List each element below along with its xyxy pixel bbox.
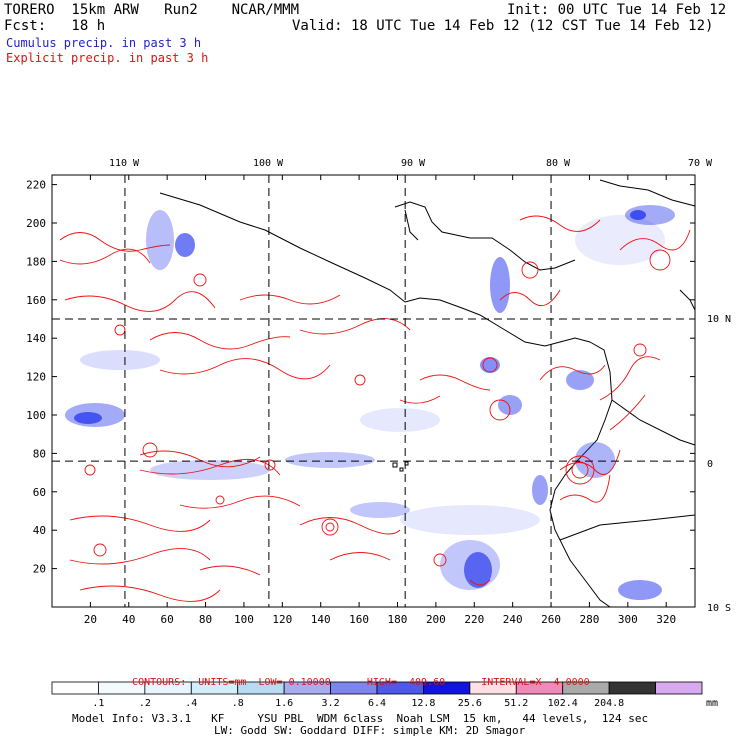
legend-swatch: [655, 681, 703, 695]
x-tick-label: 120: [272, 613, 292, 626]
legend-swatch: [51, 681, 99, 695]
contour-interval: INTERVAL=X 4.0000: [481, 677, 590, 688]
model-info-line1: Model Info: V3.3.1 KF YSU PBL WDM 6class…: [72, 712, 649, 725]
x-tick-label: 60: [161, 613, 174, 626]
y-tick-label: 200: [26, 217, 46, 230]
legend-level-label: 3.2: [322, 698, 340, 709]
y-tick-label: 220: [26, 179, 46, 192]
x-tick-label: 280: [579, 613, 599, 626]
contour-label: CONTOURS:: [132, 677, 187, 688]
legend-level-label: .4: [185, 698, 197, 709]
x-tick-label: 240: [503, 613, 523, 626]
lat-label-10s: 10 S: [707, 603, 731, 614]
lon-label-100w: 100 W: [253, 158, 284, 169]
contour-low: LOW= 0.10000: [258, 677, 331, 688]
x-tick-label: 80: [199, 613, 212, 626]
legend-level-label: .1: [92, 698, 104, 709]
legend-level-label: 6.4: [368, 698, 386, 709]
x-tick-label: 300: [618, 613, 638, 626]
model-info-line2: LW: Godd SW: Goddard DIFF: simple KM: 2D…: [214, 724, 526, 737]
x-tick-label: 100: [234, 613, 254, 626]
contour-info: CONTOURS: UNITS=mm LOW= 0.10000 HIGH= 40…: [120, 666, 590, 688]
valid-time: Valid: 18 UTC Tue 14 Feb 12 (12 CST Tue …: [292, 18, 714, 34]
y-tick-label: 120: [26, 371, 46, 384]
legend-level-label: 102.4: [548, 698, 578, 709]
y-tick-label: 40: [33, 524, 46, 537]
model-title: TORERO 15km ARW Run2 NCAR/MMM: [4, 2, 300, 18]
explicit-precip-contours: [59, 215, 691, 602]
legend-level-label: .2: [139, 698, 151, 709]
lat-label-0: 0: [707, 459, 713, 470]
explicit-precip-cells: [84, 249, 671, 567]
lon-label-70w: 70 W: [688, 158, 713, 169]
y-tick-label: 180: [26, 255, 46, 268]
cumulus-label: Cumulus precip. in past 3 h: [6, 36, 202, 50]
y-tick-label: 20: [33, 563, 46, 576]
lat-lon-gridlines: [52, 175, 695, 607]
legend-level-label: 51.2: [504, 698, 528, 709]
y-tick-label: 60: [33, 486, 46, 499]
legend-level-label: 204.8: [594, 698, 624, 709]
lon-label-80w: 80 W: [546, 158, 571, 169]
x-tick-label: 180: [388, 613, 408, 626]
lon-label-90w: 90 W: [401, 158, 426, 169]
y-tick-label: 160: [26, 294, 46, 307]
x-tick-label: 220: [464, 613, 484, 626]
lat-label-10n: 10 N: [707, 314, 731, 325]
legend-swatch: [608, 681, 656, 695]
x-tick-label: 320: [656, 613, 676, 626]
x-tick-label: 20: [84, 613, 97, 626]
explicit-label: Explicit precip. in past 3 h: [6, 51, 209, 65]
legend-level-label: .8: [232, 698, 244, 709]
coastline: [159, 179, 696, 608]
x-tick-label: 200: [426, 613, 446, 626]
x-tick-label: 140: [311, 613, 331, 626]
init-time: Init: 00 UTC Tue 14 Feb 12: [507, 2, 727, 18]
forecast-hour: Fcst: 18 h: [4, 18, 106, 34]
y-tick-label: 80: [33, 447, 46, 460]
axis-ticks: 20 40 60 80 100 120 140 160 180 200 220 240 260 280 30…: [26, 175, 695, 626]
contour-units: UNITS=mm: [198, 677, 247, 688]
color-legend: .1 .2 .4 .8 1.6 3.2 6.4 12.8 25.6 51.2 102.4 204.8 m…: [51, 681, 718, 709]
legend-level-label: 25.6: [458, 698, 482, 709]
legend-level-label: 12.8: [411, 698, 435, 709]
x-tick-label: 160: [349, 613, 369, 626]
lon-label-110w: 110 W: [109, 158, 140, 169]
legend-unit: mm: [706, 698, 718, 709]
legend-level-label: 1.6: [275, 698, 293, 709]
x-tick-label: 40: [122, 613, 135, 626]
plot-frame: [51, 174, 696, 608]
contour-high: HIGH= 409.60: [366, 677, 446, 688]
y-tick-label: 100: [26, 409, 46, 422]
y-tick-label: 140: [26, 332, 46, 345]
x-tick-label: 260: [541, 613, 561, 626]
